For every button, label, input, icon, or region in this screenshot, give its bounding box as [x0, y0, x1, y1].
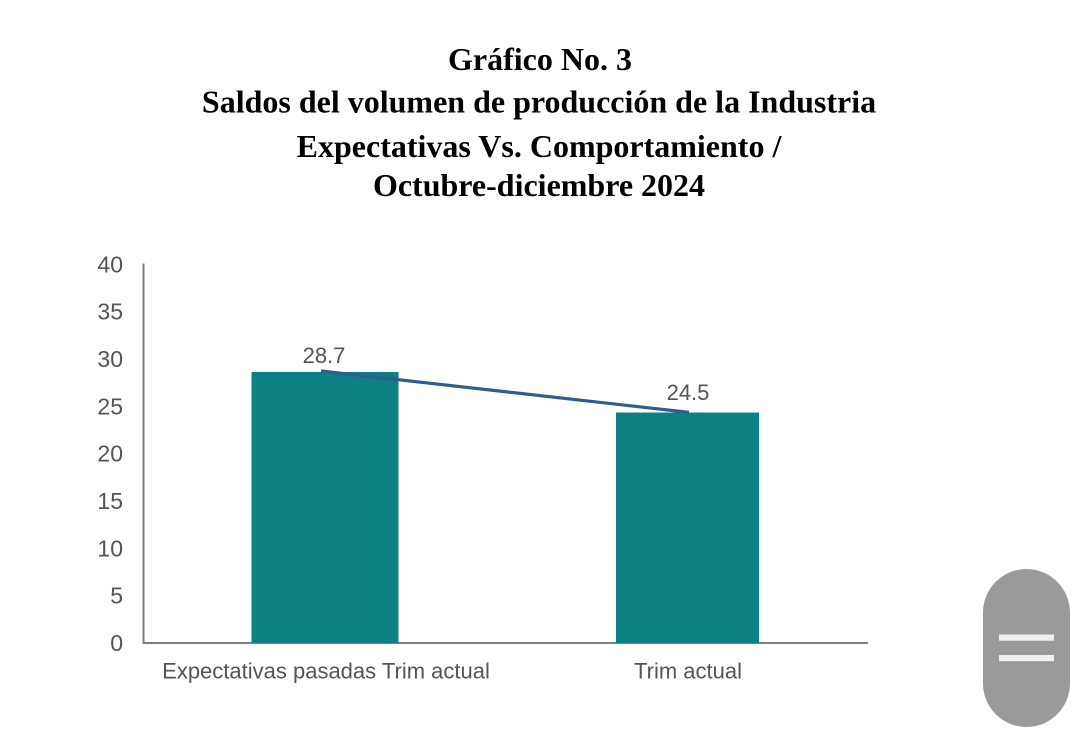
svg-text:28.7: 28.7	[303, 343, 346, 368]
svg-text:10: 10	[97, 535, 123, 561]
svg-text:35: 35	[97, 299, 123, 325]
svg-text:0: 0	[110, 630, 123, 656]
svg-text:Trim actual: Trim actual	[634, 659, 742, 684]
svg-text:40: 40	[97, 251, 123, 277]
svg-text:Gráfico No. 3: Gráfico No. 3	[448, 41, 632, 77]
svg-text:15: 15	[97, 488, 123, 514]
svg-text:Octubre-diciembre 2024: Octubre-diciembre 2024	[373, 167, 705, 203]
svg-text:24.5: 24.5	[667, 380, 710, 405]
svg-text:5: 5	[110, 583, 123, 609]
svg-text:30: 30	[97, 346, 123, 372]
svg-text:Expectativas pasadas Trim actu: Expectativas pasadas Trim actual	[162, 659, 490, 684]
svg-text:25: 25	[97, 393, 123, 419]
svg-text:Expectativas Vs. Comportamient: Expectativas Vs. Comportamiento /	[297, 128, 783, 164]
svg-text:Saldos del volumen de producci: Saldos del volumen de producción de la I…	[202, 84, 876, 120]
svg-text:20: 20	[97, 441, 123, 467]
